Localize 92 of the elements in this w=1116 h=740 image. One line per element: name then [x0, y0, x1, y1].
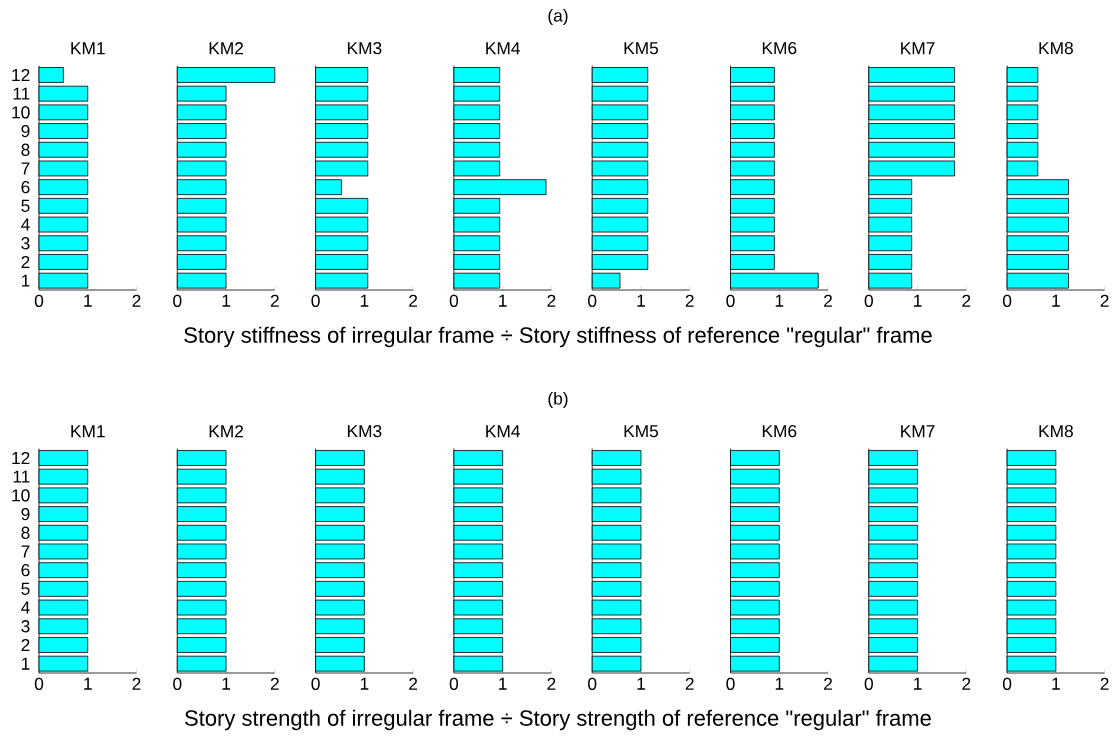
x-tick-label: 0: [1002, 294, 1012, 307]
chart-title: KM1: [71, 42, 105, 55]
x-tick-label: 0: [588, 294, 597, 307]
x-tick-label: 2: [1100, 294, 1109, 307]
y-tick-label: 2: [21, 255, 30, 269]
y-tick-label: 6: [21, 181, 30, 194]
chart-title: KM3: [347, 41, 382, 55]
y-tick-label: 7: [21, 545, 30, 558]
chart-title: KM3: [347, 424, 382, 438]
x-tick-label: 1: [499, 677, 507, 690]
x-tick-label: 0: [311, 677, 320, 690]
x-tick-label: 0: [726, 294, 735, 307]
x-tick-label: 1: [84, 294, 92, 307]
x-tick-label: 2: [962, 677, 971, 690]
x-tick-label: 0: [1002, 677, 1012, 690]
x-tick-label: 2: [409, 677, 418, 690]
x-tick-label: 2: [824, 677, 832, 690]
y-tick-label: 9: [21, 507, 30, 521]
x-tick-label: 1: [914, 677, 922, 690]
x-tick-label: 2: [824, 294, 832, 307]
x-tick-label: 0: [864, 677, 873, 690]
y-tick-label: 11: [13, 87, 30, 100]
x-tick-label: 2: [685, 677, 694, 690]
y-tick-label: 5: [21, 582, 30, 595]
x-tick-label: 1: [775, 294, 784, 307]
y-tick-label: 12: [12, 451, 30, 465]
y-tick-label: 8: [21, 526, 30, 539]
chart-title: KM2: [209, 425, 243, 438]
x-tick-label: 1: [1052, 294, 1060, 307]
chart-title: KM6: [762, 424, 797, 438]
y-tick-label: 5: [21, 199, 30, 212]
x-tick-label: 0: [173, 294, 182, 307]
y-tick-label: 10: [12, 489, 30, 502]
chart-title: KM8: [1039, 424, 1073, 438]
x-tick-label: 1: [222, 294, 231, 307]
x-tick-label: 2: [547, 677, 556, 690]
y-tick-label: 1: [21, 657, 30, 670]
x-tick-label: 0: [588, 677, 597, 690]
x-tick-label: 0: [34, 677, 44, 690]
chart-title: KM1: [71, 425, 105, 438]
x-tick-label: 1: [914, 294, 922, 307]
text: (b): [548, 391, 568, 409]
y-tick-label: 11: [13, 470, 30, 483]
chart-title: KM4: [486, 42, 520, 55]
y-tick-label: 8: [21, 143, 30, 156]
chart-title: KM5: [624, 425, 659, 438]
y-tick-label: 12: [12, 68, 30, 82]
x-tick-label: 2: [270, 294, 279, 307]
chart-title: KM4: [486, 425, 520, 438]
text: Story strength of irregular frame ÷ Story strength of reference "regular" frame: [185, 709, 931, 731]
text: (a): [548, 8, 568, 26]
y-tick-label: 4: [21, 218, 30, 231]
chart-title: KM6: [762, 41, 797, 55]
x-tick-label: 2: [962, 294, 971, 307]
x-tick-label: 2: [1100, 677, 1109, 690]
y-tick-label: 9: [21, 124, 30, 138]
y-tick-label: 3: [21, 237, 30, 250]
x-tick-label: 0: [726, 677, 735, 690]
y-tick-label: 2: [21, 638, 30, 652]
x-tick-label: 1: [1052, 677, 1060, 690]
chart-title: KM8: [1039, 41, 1073, 55]
x-tick-label: 0: [173, 677, 182, 690]
y-tick-label: 6: [21, 564, 30, 577]
x-tick-label: 2: [547, 294, 556, 307]
x-tick-label: 2: [132, 294, 141, 307]
x-tick-label: 0: [34, 294, 44, 307]
chart-title: KM7: [901, 42, 935, 55]
x-tick-label: 2: [270, 677, 279, 690]
x-tick-label: 1: [499, 294, 507, 307]
x-tick-label: 1: [637, 294, 645, 307]
x-tick-label: 1: [84, 677, 92, 690]
y-tick-label: 1: [21, 274, 30, 287]
text: Story stiffness of irregular frame ÷ Story stiffness of reference "regular" frame: [184, 326, 932, 348]
y-tick-label: 3: [21, 620, 30, 633]
y-tick-label: 4: [21, 601, 30, 614]
x-tick-label: 2: [132, 677, 141, 690]
x-tick-label: 0: [449, 294, 459, 307]
x-tick-label: 0: [449, 677, 459, 690]
x-tick-label: 2: [685, 294, 694, 307]
x-tick-label: 1: [360, 677, 369, 690]
x-tick-label: 0: [311, 294, 320, 307]
y-tick-label: 7: [21, 162, 30, 175]
x-tick-label: 1: [775, 677, 784, 690]
chart-title: KM7: [901, 425, 935, 438]
x-tick-label: 2: [409, 294, 418, 307]
y-tick-label: 10: [12, 106, 30, 119]
chart-title: KM2: [209, 42, 243, 55]
x-tick-label: 1: [360, 294, 369, 307]
x-tick-label: 1: [222, 677, 231, 690]
chart-title: KM5: [624, 42, 659, 55]
x-tick-label: 1: [637, 677, 645, 690]
x-tick-label: 0: [864, 294, 873, 307]
